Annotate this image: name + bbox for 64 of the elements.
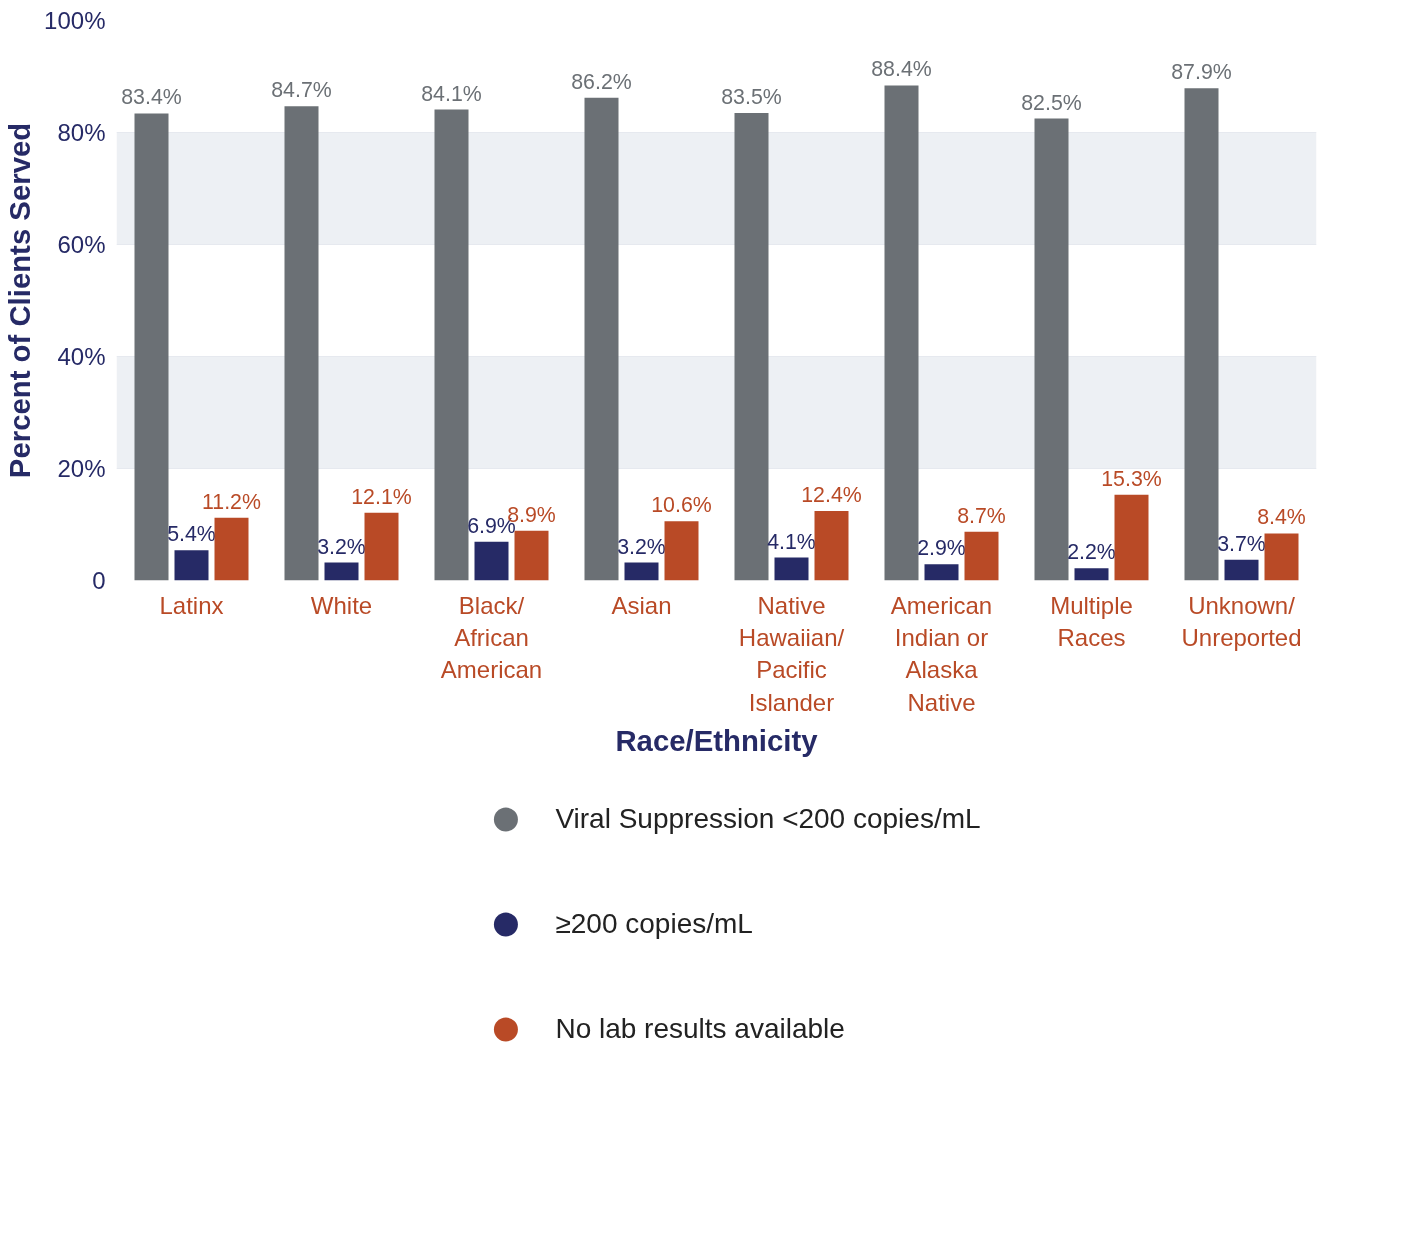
x-tick-label: Latinx: [159, 591, 224, 619]
bar: [174, 550, 209, 581]
y-tick-label: 0: [92, 567, 106, 594]
data-label: 5.4%: [167, 522, 216, 547]
data-label: 82.5%: [1021, 90, 1082, 115]
data-label: 10.6%: [651, 493, 712, 518]
data-label: 3.2%: [317, 534, 366, 559]
y-axis-title: Percent of Clients Served: [3, 122, 37, 479]
legend-label: Viral Suppression <200 copies/mL: [555, 803, 981, 835]
data-label: 3.7%: [1217, 531, 1266, 556]
bar: [624, 562, 659, 581]
data-label: 84.7%: [271, 78, 332, 103]
data-label: 84.1%: [421, 81, 482, 106]
bar: [434, 109, 469, 581]
bar: [584, 97, 619, 581]
legend-label: No lab results available: [555, 1013, 845, 1045]
bar: [514, 530, 549, 581]
data-label: 3.2%: [617, 534, 666, 559]
bar: [1224, 559, 1259, 581]
x-tick-label: Multiple Races: [1050, 591, 1133, 651]
x-tick-label: Unknown/Unreported: [1181, 591, 1302, 651]
y-tick-label: 40%: [57, 343, 106, 370]
bar: [884, 85, 919, 581]
bar: [1034, 118, 1069, 581]
bar: [1074, 568, 1109, 581]
bar: [284, 106, 319, 581]
data-label: 12.1%: [351, 484, 412, 509]
y-tick-label: 100%: [44, 7, 106, 34]
bar: [1114, 494, 1149, 581]
x-tick-label: White: [310, 591, 373, 619]
bar: [924, 564, 959, 581]
data-label: 83.5%: [721, 84, 782, 109]
data-label: 86.2%: [571, 69, 632, 94]
x-tick-label: Asian: [611, 591, 672, 619]
x-tick-label: Black/African American: [440, 591, 543, 684]
bar: [664, 521, 699, 581]
bar: [324, 562, 359, 581]
data-label: 83.4%: [121, 85, 182, 110]
bar: [1264, 533, 1299, 581]
bar: [474, 541, 509, 581]
data-label: 12.4%: [801, 483, 862, 508]
data-label: 8.7%: [957, 503, 1006, 528]
y-tick-label: 80%: [57, 119, 106, 146]
data-label: 2.2%: [1067, 540, 1116, 565]
data-label: 87.9%: [1171, 60, 1232, 85]
x-tick-label: American Indian or Alaska Native: [890, 591, 993, 716]
data-label: 8.4%: [1257, 505, 1306, 530]
bar: [734, 112, 769, 581]
y-tick-label: 60%: [57, 231, 106, 258]
bar: [814, 511, 849, 581]
data-label: 2.9%: [917, 536, 966, 561]
data-label: 11.2%: [202, 489, 261, 514]
bar: [134, 113, 169, 581]
y-tick-label: 20%: [57, 455, 106, 482]
x-tick-label: Native Hawaiian/Pacific Islander: [738, 591, 845, 716]
legend-label: ≥200 copies/mL: [555, 908, 753, 940]
bar: [774, 557, 809, 581]
bar: [364, 512, 399, 581]
x-axis-title: Race/Ethnicity: [615, 723, 819, 757]
bar: [964, 531, 999, 581]
data-label: 15.3%: [1101, 466, 1162, 491]
bar: [1184, 88, 1219, 581]
data-label: 88.4%: [871, 57, 932, 82]
bar: [214, 517, 249, 581]
